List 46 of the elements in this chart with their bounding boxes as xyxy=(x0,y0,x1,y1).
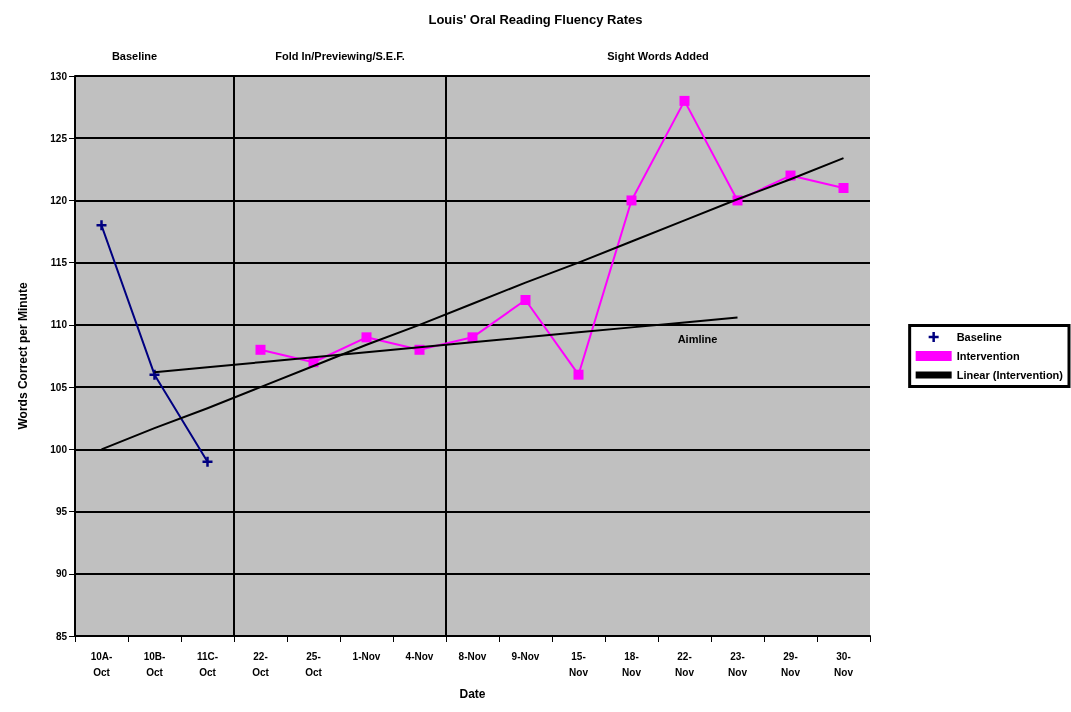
x-tick-label: 29-Nov xyxy=(781,650,801,678)
x-tick-label: 22-Nov xyxy=(675,650,695,678)
x-tick-label: 15-Nov xyxy=(569,650,589,678)
y-tick-label: 85 xyxy=(55,630,68,642)
y-tick-label: 105 xyxy=(50,381,68,393)
x-tick-label: 10B-Oct xyxy=(143,650,166,678)
band-label: Sight Words Added xyxy=(607,50,709,62)
x-tick-label: 4-Nov xyxy=(405,650,434,662)
x-tick-label: 10A-Oct xyxy=(90,650,113,678)
legend-label: Linear (Intervention) xyxy=(956,369,1064,381)
x-tick-label: 11C-Oct xyxy=(196,650,219,678)
y-tick-label: 90 xyxy=(55,568,68,580)
x-tick-label: 23-Nov xyxy=(728,650,748,678)
x-tick-label: 18-Nov xyxy=(622,650,642,678)
point xyxy=(573,369,584,380)
point xyxy=(202,456,213,467)
x-tick-label: 25-Oct xyxy=(305,650,323,678)
point xyxy=(520,295,531,305)
x-axis-title: Date xyxy=(459,687,486,701)
point xyxy=(679,95,690,106)
legend-label: Intervention xyxy=(956,350,1020,362)
x-tick-label: 8-Nov xyxy=(458,650,487,662)
annotation: Aimline xyxy=(677,333,718,346)
point xyxy=(467,332,478,343)
y-tick-label: 130 xyxy=(50,70,68,82)
point xyxy=(838,183,849,193)
point xyxy=(626,195,637,206)
y-tick-label: 95 xyxy=(55,506,68,518)
band-label: Fold In/Previewing/S.E.F. xyxy=(275,50,405,62)
y-tick-label: 115 xyxy=(50,257,68,269)
point xyxy=(361,332,372,343)
point xyxy=(96,220,107,231)
x-tick-label: 1-Nov xyxy=(352,650,381,662)
y-tick-label: 120 xyxy=(50,194,68,206)
point xyxy=(149,369,160,380)
chart-title: Louis' Oral Reading Fluency Rates xyxy=(428,12,643,27)
x-tick-label: 22-Oct xyxy=(252,650,270,678)
y-tick-label: 125 xyxy=(50,132,68,144)
band-label: Baseline xyxy=(111,50,158,62)
y-tick-label: 110 xyxy=(50,319,68,331)
y-axis-title: Words Correct per Minute xyxy=(16,282,30,430)
x-tick-label: 30-Nov xyxy=(834,650,854,678)
x-tick-label: 9-Nov xyxy=(511,650,540,662)
y-tick-label: 100 xyxy=(50,443,68,455)
legend-label: Baseline xyxy=(956,331,1002,343)
point xyxy=(255,344,266,355)
